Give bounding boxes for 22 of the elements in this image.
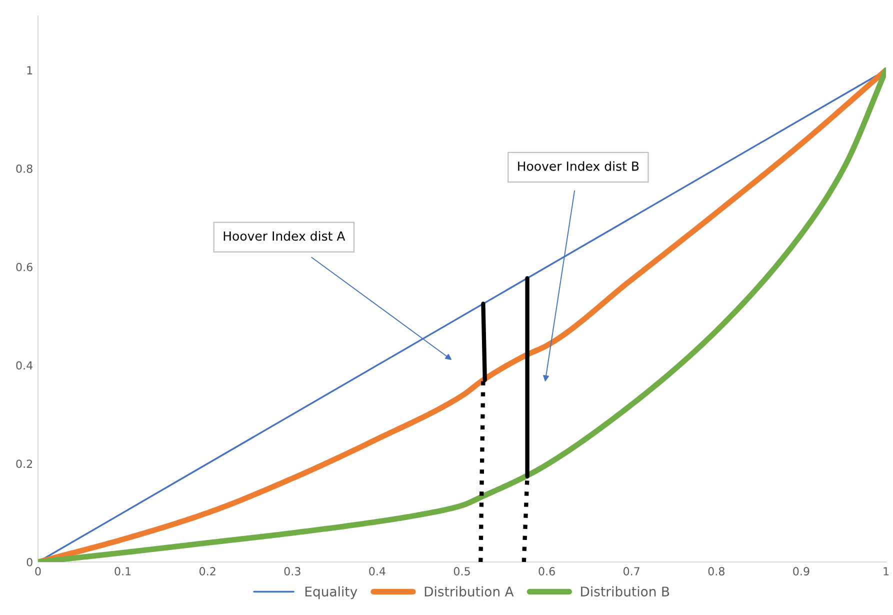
x-tick-label: 0.7 <box>624 567 640 576</box>
y-tick-label: 0.2 <box>16 460 32 468</box>
annotation: Hoover Index dist A <box>224 231 346 241</box>
x-tick-label: 1 <box>884 567 889 576</box>
x-tick-label: 0 <box>35 567 41 576</box>
x-tick-label: 0.3 <box>284 567 300 576</box>
annotation: Hoover Index dist B <box>518 161 639 171</box>
x-tick-label: 0.9 <box>793 567 810 576</box>
x-tick-label: 0.6 <box>538 567 555 576</box>
y-tick-label: 0.6 <box>16 262 32 272</box>
x-tick-label: 0.5 <box>454 567 470 576</box>
legend-label: Equality <box>305 586 358 600</box>
x-tick-label: 0.1 <box>114 567 131 576</box>
x-tick-label: 0.2 <box>200 567 216 576</box>
x-tick-label: 0.4 <box>369 567 386 576</box>
y-tick-label: 0.8 <box>16 164 32 173</box>
y-tick-label: 0 <box>26 558 32 566</box>
legend-label: Distribution A <box>424 586 514 597</box>
y-tick-label: 1 <box>27 66 32 74</box>
y-tick-label: 0.4 <box>16 361 33 370</box>
x-tick-label: 0.8 <box>708 567 724 576</box>
legend-label: Distribution B <box>581 586 670 597</box>
